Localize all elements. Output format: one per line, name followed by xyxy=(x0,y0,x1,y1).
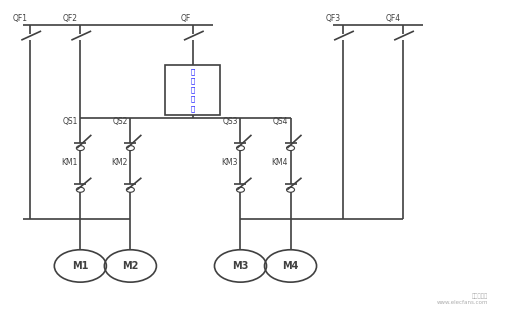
Text: QF4: QF4 xyxy=(385,14,400,23)
Text: QS2: QS2 xyxy=(112,117,128,126)
Text: QF3: QF3 xyxy=(325,14,340,23)
Text: M1: M1 xyxy=(72,261,88,271)
Bar xyxy=(165,65,220,115)
Text: KM4: KM4 xyxy=(271,158,287,167)
Text: QS4: QS4 xyxy=(272,117,287,126)
Text: 變
頻
調
速
器: 變 頻 調 速 器 xyxy=(190,68,195,112)
Text: KM1: KM1 xyxy=(61,158,78,167)
Text: QF: QF xyxy=(180,14,190,23)
Text: QS1: QS1 xyxy=(62,117,78,126)
Text: KM2: KM2 xyxy=(111,158,128,167)
Text: M2: M2 xyxy=(122,261,138,271)
Text: M3: M3 xyxy=(232,261,248,271)
Text: QF2: QF2 xyxy=(63,14,78,23)
Text: 电子发烧友
www.elecfans.com: 电子发烧友 www.elecfans.com xyxy=(436,294,487,305)
Text: QS3: QS3 xyxy=(222,117,237,126)
Text: M4: M4 xyxy=(282,261,298,271)
Text: KM3: KM3 xyxy=(221,158,237,167)
Text: QF1: QF1 xyxy=(13,14,28,23)
